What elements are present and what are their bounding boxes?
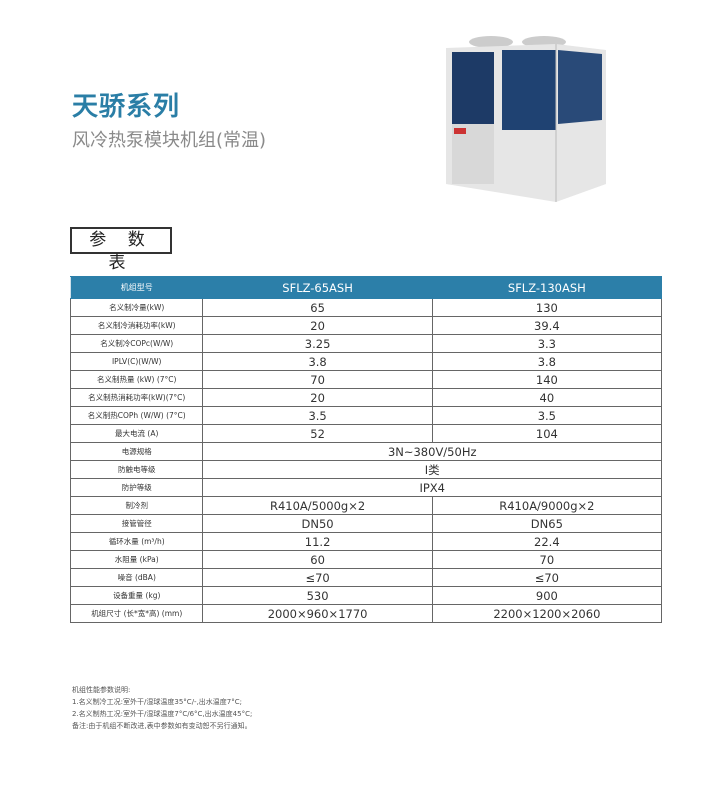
table-row: 名义制热量 (kW) (7°C) 70 140 xyxy=(69,370,663,389)
table-header-cell: SFLZ-130ASH xyxy=(431,276,663,299)
row-value: 2000×960×1770 xyxy=(202,604,433,623)
row-label: 机组尺寸 (长*宽*高) (mm) xyxy=(69,604,204,623)
row-label: 循环水量 (m³/h) xyxy=(69,532,204,551)
row-value: 11.2 xyxy=(202,532,433,551)
row-value: 22.4 xyxy=(431,532,663,551)
table-row: 最大电流 (A) 52 104 xyxy=(69,424,663,443)
table-row: 机组尺寸 (长*宽*高) (mm) 2000×960×1770 2200×1200×… xyxy=(69,604,663,623)
row-value: 3.5 xyxy=(431,406,663,425)
notes: 机组性能参数说明: 1.名义制冷工况:室外干/湿球温度35°C/-,出水温度7°… xyxy=(72,684,252,732)
row-value: 900 xyxy=(431,586,663,605)
row-value: 2200×1200×2060 xyxy=(431,604,663,623)
table-header-cell: SFLZ-65ASH xyxy=(202,276,433,299)
page-title: 天骄系列 xyxy=(72,92,181,122)
row-value: R410A/5000g×2 xyxy=(202,496,433,515)
row-value: 104 xyxy=(431,424,663,443)
table-row: 循环水量 (m³/h) 11.2 22.4 xyxy=(69,532,663,551)
row-value: 3.3 xyxy=(431,334,663,353)
row-label: 名义制冷量(kW) xyxy=(69,298,204,317)
row-label: 噪音 (dBA) xyxy=(69,568,204,587)
note-line: 1.名义制冷工况:室外干/湿球温度35°C/-,出水温度7°C; xyxy=(72,698,242,706)
row-value: 65 xyxy=(202,298,433,317)
row-value: ≤70 xyxy=(202,568,433,587)
note-line: 备注:由于机组不断改进,表中参数如有变动恕不另行通知。 xyxy=(72,722,252,730)
table-row: 水阻量 (kPa) 60 70 xyxy=(69,550,663,569)
row-value: 40 xyxy=(431,388,663,407)
table-row: 噪音 (dBA) ≤70 ≤70 xyxy=(69,568,663,587)
page-subtitle: 风冷热泵模块机组(常温) xyxy=(72,130,267,151)
row-label: 最大电流 (A) xyxy=(69,424,204,443)
row-value: 3.25 xyxy=(202,334,433,353)
row-label: 名义制冷COPc(W/W) xyxy=(69,334,204,353)
table-row: 设备重量 (kg) 530 900 xyxy=(69,586,663,605)
table-row: 名义制冷消耗功率(kW) 20 39.4 xyxy=(69,316,663,335)
row-label: 制冷剂 xyxy=(69,496,204,515)
table-row: 名义制热消耗功率(kW)(7°C) 20 40 xyxy=(69,388,663,407)
row-value: 70 xyxy=(202,370,433,389)
row-value: ≤70 xyxy=(431,568,663,587)
row-label: 名义制冷消耗功率(kW) xyxy=(69,316,204,335)
row-label: 防触电等级 xyxy=(69,460,204,479)
table-row: 接管管径 DN50 DN65 xyxy=(69,514,663,533)
row-label: 接管管径 xyxy=(69,514,204,533)
row-value: 3.5 xyxy=(202,406,433,425)
row-value: DN65 xyxy=(431,514,663,533)
row-label: 名义制热消耗功率(kW)(7°C) xyxy=(69,388,204,407)
parameter-table: 机组型号 SFLZ-65ASH SFLZ-130ASH 名义制冷量(kW) 65 130… xyxy=(69,276,663,623)
row-label: 电源规格 xyxy=(69,442,204,461)
row-value: 52 xyxy=(202,424,433,443)
row-value: 20 xyxy=(202,316,433,335)
row-label: 名义制热量 (kW) (7°C) xyxy=(69,370,204,389)
row-value: 130 xyxy=(431,298,663,317)
row-label: IPLV(C)(W/W) xyxy=(69,352,204,371)
row-value: 39.4 xyxy=(431,316,663,335)
row-label: 水阻量 (kPa) xyxy=(69,550,204,569)
note-line: 2.名义制热工况:室外干/湿球温度7°C/6°C,出水温度45°C; xyxy=(72,710,253,718)
row-label: 名义制热COPh (W/W) (7°C) xyxy=(69,406,204,425)
table-row: 名义制冷COPc(W/W) 3.25 3.3 xyxy=(69,334,663,353)
row-value: DN50 xyxy=(202,514,433,533)
row-value: 530 xyxy=(202,586,433,605)
row-value: 3N~380V/50Hz xyxy=(202,442,662,461)
row-value: R410A/9000g×2 xyxy=(431,496,663,515)
table-row: 名义制冷量(kW) 65 130 xyxy=(69,298,663,317)
table-header-cell: 机组型号 xyxy=(69,276,204,299)
row-value: 60 xyxy=(202,550,433,569)
row-value: IPX4 xyxy=(202,478,662,497)
table-row: 名义制热COPh (W/W) (7°C) 3.5 3.5 xyxy=(69,406,663,425)
note-line: 机组性能参数说明: xyxy=(72,686,131,694)
section-label: 参 数 表 xyxy=(70,227,172,273)
heat-pump-unit-image xyxy=(446,36,606,202)
row-label: 防护等级 xyxy=(69,478,204,497)
row-value: 140 xyxy=(431,370,663,389)
table-row: IPLV(C)(W/W) 3.8 3.8 xyxy=(69,352,663,371)
row-value: 20 xyxy=(202,388,433,407)
row-value: 3.8 xyxy=(431,352,663,371)
table-row: 制冷剂 R410A/5000g×2 R410A/9000g×2 xyxy=(69,496,663,515)
table-row: 防触电等级 I类 xyxy=(69,460,662,479)
table-row: 电源规格 3N~380V/50Hz xyxy=(69,442,662,461)
row-value: I类 xyxy=(202,460,662,479)
row-label: 设备重量 (kg) xyxy=(69,586,204,605)
row-value: 70 xyxy=(431,550,663,569)
row-value: 3.8 xyxy=(202,352,433,371)
table-row: 防护等级 IPX4 xyxy=(69,478,662,497)
